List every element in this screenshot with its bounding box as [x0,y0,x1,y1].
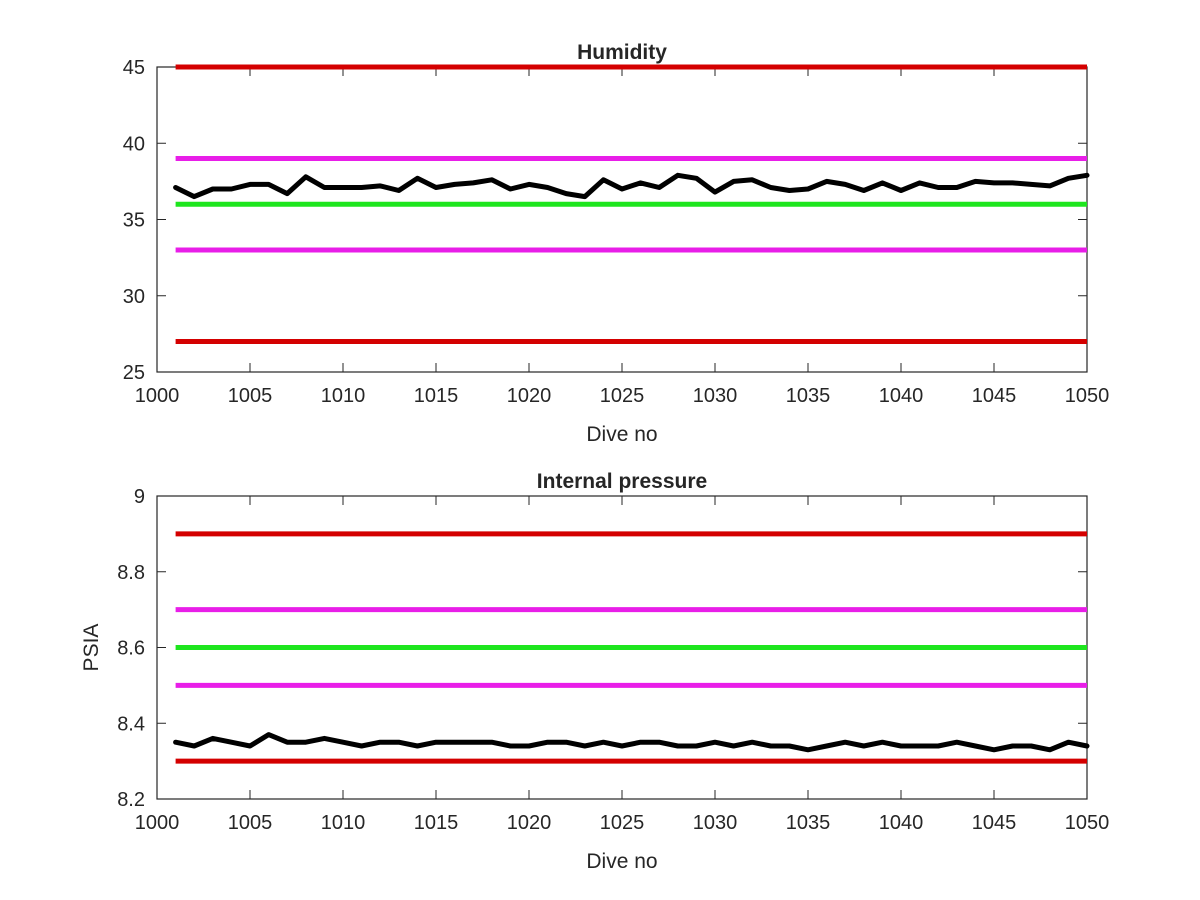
chart-title: Humidity [577,41,667,64]
series-line [173,172,1090,200]
y-tick-label: 30 [123,286,145,308]
x-tick-label: 1010 [321,812,366,834]
x-axis-label: Dive no [586,850,657,873]
y-tick-label: 9 [134,486,145,508]
x-tick-label: 1040 [879,812,924,834]
x-tick-label: 1035 [786,385,831,407]
x-tick-label: 1050 [1065,385,1110,407]
y-tick-label: 8.8 [117,562,145,584]
x-tick-label: 1040 [879,385,924,407]
x-tick-label: 1025 [600,812,645,834]
y-tick-label: 40 [123,133,145,155]
x-tick-label: 1045 [972,385,1017,407]
y-tick-label: 45 [123,57,145,79]
y-tick-label: 8.2 [117,789,145,811]
x-tick-label: 1020 [507,812,552,834]
x-tick-label: 1010 [321,385,366,407]
x-tick-label: 1030 [693,385,738,407]
y-tick-label: 8.4 [117,713,145,735]
x-tick-label: 1050 [1065,812,1110,834]
y-tick-label: 35 [123,210,145,232]
x-tick-label: 1015 [414,812,459,834]
chart-0: 1000 1005 1010 1015 1020 1025 1030 1035 1040 1045… [123,41,1110,446]
x-tick-label: 1045 [972,812,1017,834]
x-tick-label: 1005 [228,385,273,407]
plot-area [156,66,1088,373]
x-axis-label: Dive no [586,423,657,446]
chart-title: Internal pressure [537,470,707,493]
chart-1: 1000 1005 1010 1015 1020 1025 1030 1035 1040 1045… [80,470,1109,873]
x-tick-label: 1025 [600,385,645,407]
x-tick-label: 1000 [135,812,180,834]
series-line [173,732,1090,753]
x-tick-label: 1030 [693,812,738,834]
x-tick-label: 1005 [228,812,273,834]
x-tick-label: 1035 [786,812,831,834]
x-tick-label: 1015 [414,385,459,407]
x-tick-label: 1020 [507,385,552,407]
y-tick-label: 25 [123,362,145,384]
x-tick-label: 1000 [135,385,180,407]
y-tick-label: 8.6 [117,638,145,660]
y-axis-label: PSIA [80,624,103,672]
